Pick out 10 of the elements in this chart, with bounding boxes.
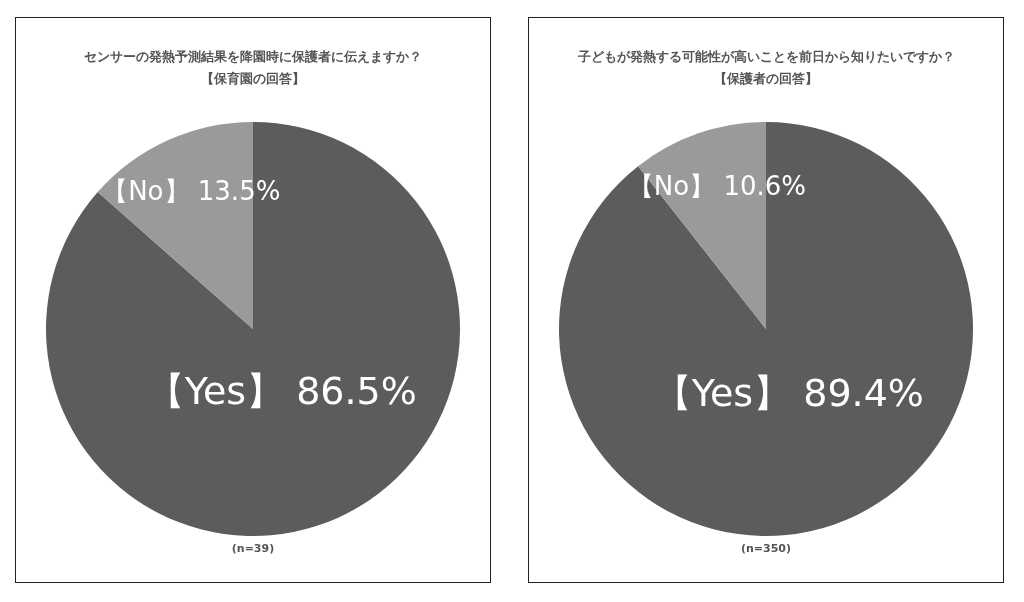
slice-label: 【Yes】 86.5% xyxy=(146,368,417,413)
chart-subtitle: 【保護者の回答】 xyxy=(714,71,818,86)
chart-subtitle: 【保育園の回答】 xyxy=(201,71,305,86)
pie-slice xyxy=(46,122,460,536)
chart-title: 子どもが発熱する可能性が高いことを前日から知りたいですか？ xyxy=(576,49,955,64)
text: (n=350) xyxy=(740,542,792,555)
chart-title: センサーの発熱予測結果を降園時に保護者に伝えますか？ xyxy=(84,49,422,64)
pie-slice xyxy=(559,122,973,536)
slice-label: 【Yes】 89.4% xyxy=(653,371,924,416)
text: (n=39) xyxy=(231,542,275,555)
